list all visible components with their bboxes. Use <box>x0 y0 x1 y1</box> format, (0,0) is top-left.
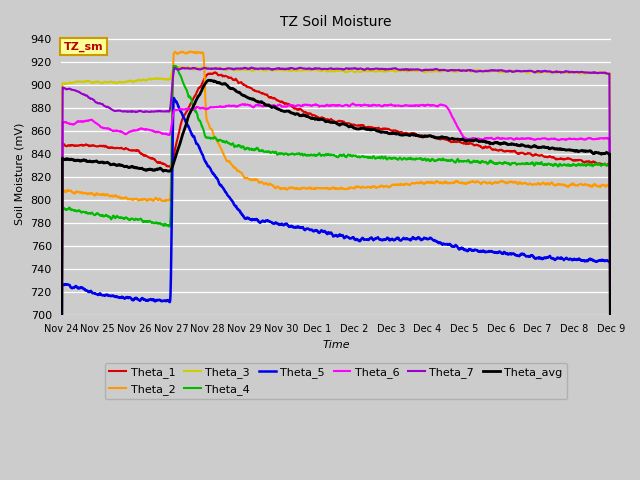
Theta_7 <box>291 66 298 72</box>
Theta_2 <box>291 186 298 192</box>
Theta_1 <box>371 125 378 131</box>
Theta_4 <box>100 213 108 219</box>
Theta_6 <box>291 103 298 108</box>
Theta_3 <box>170 64 178 70</box>
Theta_4 <box>302 153 310 158</box>
Theta_avg <box>205 77 213 83</box>
Theta_6 <box>371 102 378 108</box>
Theta_5 <box>312 227 320 233</box>
Theta_avg <box>312 116 320 122</box>
Theta_4 <box>312 153 320 158</box>
Theta_2 <box>122 194 130 200</box>
Theta_7 <box>122 108 130 114</box>
Theta_4 <box>371 154 378 160</box>
Theta_2 <box>100 192 108 197</box>
Theta_avg <box>122 164 130 169</box>
Title: TZ Soil Moisture: TZ Soil Moisture <box>280 15 392 29</box>
Theta_1 <box>312 113 320 119</box>
Theta_7 <box>100 102 108 108</box>
Line: Theta_4: Theta_4 <box>61 66 611 480</box>
Theta_3 <box>291 67 298 73</box>
Theta_3 <box>312 67 320 72</box>
Theta_4 <box>122 215 130 221</box>
Theta_5 <box>170 95 178 101</box>
Theta_5 <box>122 295 130 300</box>
Line: Theta_3: Theta_3 <box>61 67 611 480</box>
Line: Theta_7: Theta_7 <box>61 68 611 480</box>
Theta_6 <box>312 101 319 107</box>
Theta_avg <box>302 113 310 119</box>
X-axis label: Time: Time <box>322 339 349 349</box>
Theta_1 <box>211 70 219 75</box>
Theta_3 <box>302 67 310 73</box>
Theta_4 <box>170 63 178 69</box>
Theta_6 <box>122 131 130 137</box>
Theta_1 <box>302 109 310 115</box>
Theta_avg <box>371 127 378 132</box>
Theta_2 <box>371 183 378 189</box>
Theta_avg <box>291 111 298 117</box>
Theta_3 <box>371 68 378 74</box>
Theta_3 <box>122 79 130 84</box>
Theta_3 <box>100 79 108 85</box>
Theta_4 <box>291 151 298 157</box>
Line: Theta_avg: Theta_avg <box>61 80 611 480</box>
Theta_avg <box>100 160 108 166</box>
Theta_5 <box>100 292 108 298</box>
Theta_6 <box>301 102 309 108</box>
Line: Theta_5: Theta_5 <box>61 98 611 480</box>
Text: TZ_sm: TZ_sm <box>63 41 103 52</box>
Theta_7 <box>371 66 378 72</box>
Theta_2 <box>178 48 186 54</box>
Theta_5 <box>302 226 310 232</box>
Theta_1 <box>100 143 108 149</box>
Theta_3 <box>607 463 614 469</box>
Theta_1 <box>122 145 130 151</box>
Y-axis label: Soil Moisture (mV): Soil Moisture (mV) <box>15 123 25 225</box>
Line: Theta_6: Theta_6 <box>61 103 611 480</box>
Theta_5 <box>291 225 298 230</box>
Legend: Theta_1, Theta_2, Theta_3, Theta_4, Theta_5, Theta_6, Theta_7, Theta_avg: Theta_1, Theta_2, Theta_3, Theta_4, Thet… <box>105 363 567 399</box>
Theta_2 <box>312 185 320 191</box>
Theta_5 <box>371 236 378 242</box>
Theta_6 <box>349 100 356 106</box>
Theta_7 <box>302 66 310 72</box>
Line: Theta_2: Theta_2 <box>61 51 611 480</box>
Theta_7 <box>312 65 320 71</box>
Theta_1 <box>291 106 298 111</box>
Line: Theta_1: Theta_1 <box>61 72 611 480</box>
Theta_6 <box>100 125 108 131</box>
Theta_7 <box>248 65 255 71</box>
Theta_2 <box>302 186 310 192</box>
